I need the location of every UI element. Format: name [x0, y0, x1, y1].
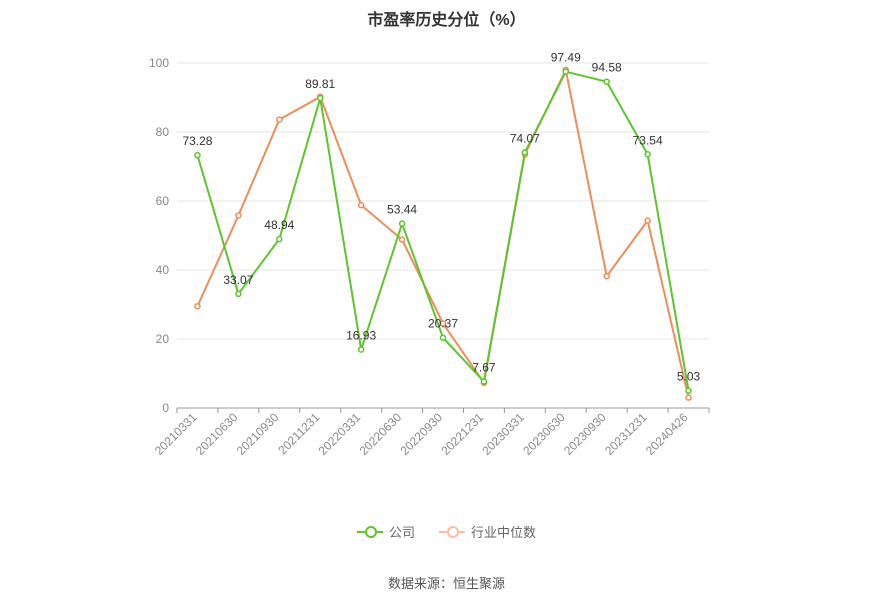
- company-data-label: 73.54: [633, 133, 663, 147]
- x-tick-label: 20230930: [561, 410, 609, 458]
- industry-point: [685, 394, 692, 401]
- company-data-label: 7.67: [472, 361, 496, 375]
- company-data-label: 53.44: [387, 203, 417, 217]
- x-tick-label: 20221231: [438, 410, 486, 458]
- y-tick-label: 100: [149, 56, 169, 70]
- axes: 0 20 40 60 80 100 2021033120210630202109302021…: [149, 56, 710, 458]
- company-point: [603, 78, 610, 85]
- x-tick-label: 20220630: [357, 410, 405, 458]
- company-point: [357, 346, 365, 353]
- company-data-label: 5.03: [677, 370, 701, 384]
- industry-point: [276, 116, 283, 123]
- x-tick-label: 20210331: [152, 410, 200, 458]
- company-point: [276, 235, 283, 243]
- data-source: 数据来源：恒生聚源: [387, 576, 505, 591]
- x-tick-label: 20210930: [234, 410, 282, 458]
- company-point: [194, 151, 201, 159]
- legend-industry-line-icon: [439, 525, 465, 538]
- company-point: [685, 387, 692, 394]
- company-point: [562, 68, 570, 75]
- grid-lines: [177, 62, 709, 340]
- company-point: [316, 94, 324, 102]
- x-tick-label: 20220930: [397, 410, 445, 458]
- legend-item-industry-median[interactable]: 行业中位数: [439, 522, 536, 541]
- company-point: [480, 378, 488, 385]
- legend: 公司 行业中位数: [0, 522, 893, 541]
- company-data-label: 97.49: [551, 51, 581, 65]
- industry-point: [194, 302, 201, 310]
- x-tick-label: 20230630: [520, 410, 568, 458]
- x-tick-label: 20230331: [479, 410, 527, 458]
- series-layer: [194, 66, 692, 401]
- company-point: [398, 220, 406, 227]
- company-data-label: 33.07: [223, 273, 253, 287]
- chart-title: 市盈率历史分位（%）: [367, 12, 526, 29]
- y-tick-label: 60: [156, 194, 170, 208]
- company-data-label: 73.28: [182, 134, 212, 148]
- x-tick-label: 20220331: [316, 410, 364, 458]
- x-tick-label: 20211231: [275, 410, 322, 457]
- x-tick-label: 20231231: [602, 410, 650, 458]
- legend-company-line-icon: [356, 525, 383, 538]
- x-tick-label: 20210630: [193, 410, 241, 458]
- company-point: [439, 334, 447, 341]
- data-labels: 73.28 33.07 48.94 89.81 16.93 53.44 20.37 7.67 7…: [182, 51, 700, 384]
- legend-item-company[interactable]: 公司: [356, 522, 415, 541]
- company-data-label: 89.81: [305, 77, 335, 91]
- industry-point: [235, 212, 242, 219]
- legend-company-label: 公司: [388, 525, 415, 540]
- y-tick-label: 20: [156, 332, 170, 346]
- industry-point: [439, 320, 447, 327]
- company-data-label: 94.58: [592, 61, 622, 75]
- y-tick-label: 0: [162, 401, 169, 415]
- company-data-label: 16.93: [346, 329, 376, 343]
- company-data-label: 20.37: [428, 317, 458, 331]
- company-point: [521, 149, 529, 156]
- industry-series-line: [196, 68, 690, 398]
- company-data-label: 74.07: [510, 131, 540, 145]
- y-tick-label: 40: [156, 263, 170, 277]
- legend-industry-label: 行业中位数: [471, 525, 537, 540]
- industry-point: [357, 201, 365, 209]
- company-point: [644, 151, 651, 158]
- y-tick-label: 80: [156, 125, 170, 139]
- company-data-label: 48.94: [264, 218, 294, 232]
- x-tick-label: 20240426: [643, 410, 691, 458]
- company-point: [235, 290, 242, 298]
- industry-point: [603, 272, 610, 280]
- industry-point: [398, 236, 406, 243]
- industry-point: [644, 217, 651, 224]
